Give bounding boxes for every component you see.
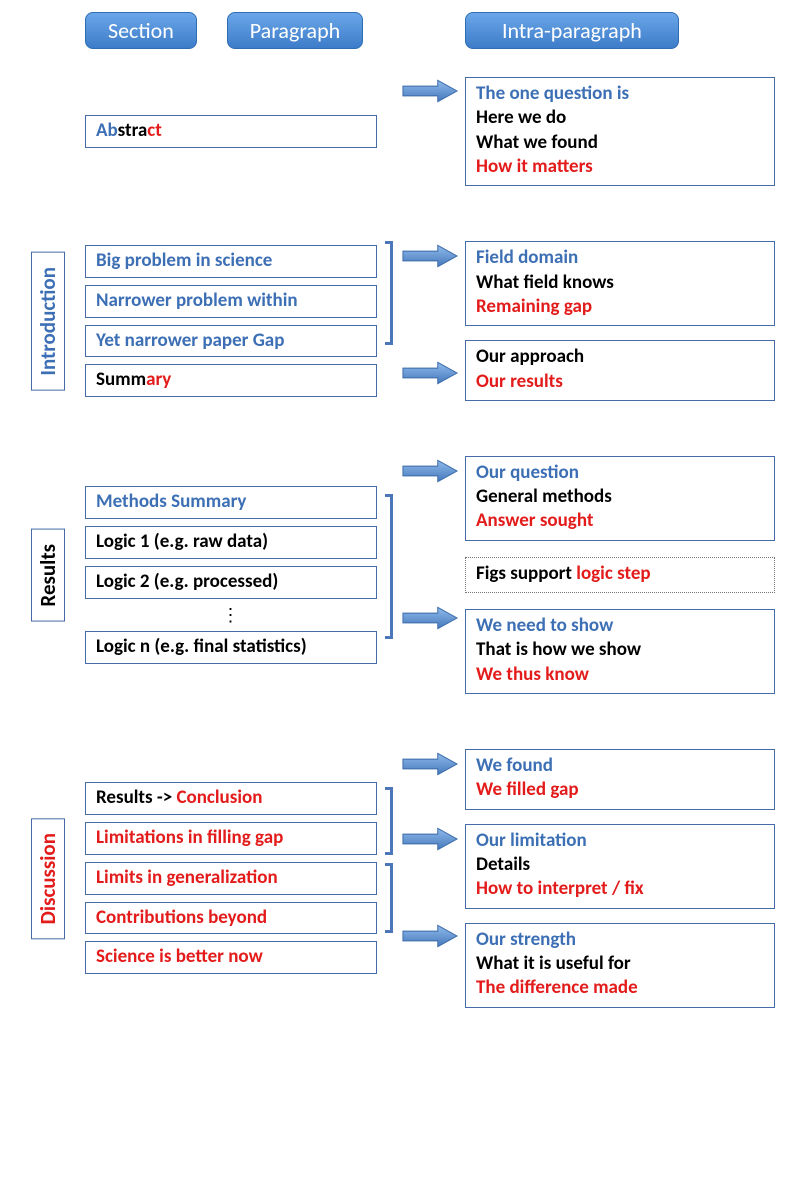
intra-results-mid: Figs support logic step [465, 557, 775, 593]
para-intro-3: Yet narrower paper Gap [85, 325, 377, 358]
arrow-icon [401, 752, 459, 776]
arrow-icon [401, 924, 459, 948]
intra-disc-1: We foundWe filled gap [465, 749, 775, 810]
para-results-4: Logic n (e.g. final statistics) [85, 631, 377, 664]
header-paragraph: Paragraph [227, 12, 363, 49]
para-disc-4: Contributions beyond [85, 902, 377, 935]
column-headers: Section Paragraph Intra-paragraph [20, 12, 775, 49]
section-label-discussion: Discussion [31, 818, 65, 939]
arrow-icon [401, 361, 459, 385]
para-intro-2: Narrower problem within [85, 285, 377, 318]
para-disc-3: Limits in generalization [85, 862, 377, 895]
intra-disc-3: Our strengthWhat it is useful forThe dif… [465, 923, 775, 1008]
para-intro-1: Big problem in science [85, 245, 377, 278]
intra-results-1: Our questionGeneral methodsAnswer sought [465, 456, 775, 541]
para-results-1: Methods Summary [85, 486, 377, 519]
intra-disc-2: Our limitationDetailsHow to interpret / … [465, 824, 775, 909]
para-abstract: Abstract [85, 115, 377, 148]
group-introduction: Introduction Big problem in science Narr… [20, 241, 775, 401]
intra-abstract: The one question isHere we doWhat we fou… [465, 77, 775, 186]
bracket-line [385, 241, 393, 345]
para-results-2: Logic 1 (e.g. raw data) [85, 526, 377, 559]
arrow-icon [401, 244, 459, 268]
section-label-introduction: Introduction [31, 252, 65, 391]
ellipsis: ⋮ [85, 606, 377, 624]
header-intra: Intra-paragraph [465, 12, 679, 49]
bracket-line [385, 494, 393, 639]
header-section: Section [85, 12, 197, 49]
bracket-line [385, 863, 393, 933]
intra-intro-1: Field domainWhat field knowsRemaining ga… [465, 241, 775, 326]
para-disc-2: Limitations in filling gap [85, 822, 377, 855]
arrow-icon [401, 459, 459, 483]
group-abstract: Abstract The one question isHere we doWh… [20, 77, 775, 186]
bracket-line [385, 787, 393, 855]
arrow-icon [401, 79, 459, 103]
para-results-3: Logic 2 (e.g. processed) [85, 566, 377, 599]
para-disc-5: Science is better now [85, 941, 377, 974]
group-results: Results Methods Summary Logic 1 (e.g. ra… [20, 456, 775, 694]
arrow-icon [401, 827, 459, 851]
section-label-results: Results [31, 529, 65, 622]
arrow-icon [401, 606, 459, 630]
intra-intro-2: Our approachOur results [465, 340, 775, 401]
para-disc-1: Results -> Conclusion [85, 782, 377, 815]
group-discussion: Discussion Results -> Conclusion Limitat… [20, 749, 775, 1008]
intra-results-2: We need to showThat is how we showWe thu… [465, 609, 775, 694]
para-intro-4: Summary [85, 364, 377, 397]
